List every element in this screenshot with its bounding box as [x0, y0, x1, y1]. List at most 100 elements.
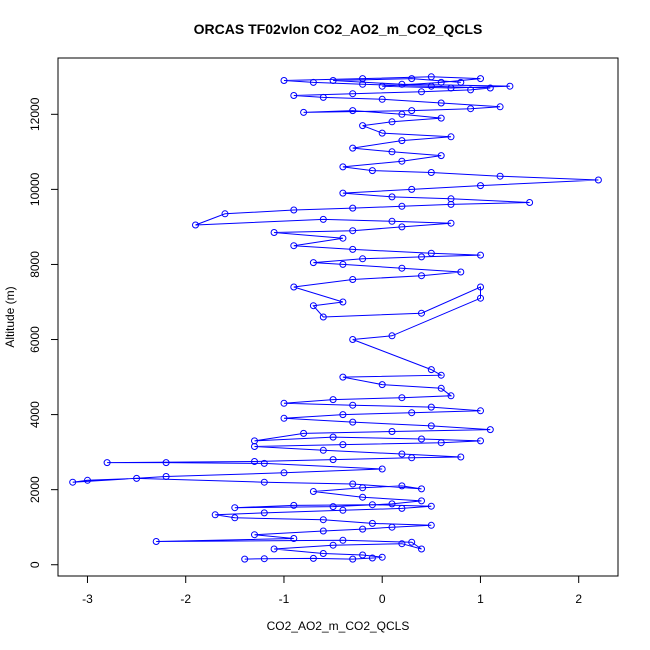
y-tick-label: 0 [28, 561, 42, 568]
data-point [388, 428, 396, 435]
data-point [319, 215, 327, 223]
data-point [251, 437, 258, 445]
data-point [211, 511, 219, 519]
data-point [309, 78, 317, 86]
x-tick-label: 0 [379, 592, 386, 606]
data-point [427, 422, 435, 430]
y-tick-label: 4000 [28, 401, 42, 428]
data-point [477, 75, 484, 83]
y-tick-label: 12000 [28, 97, 42, 131]
data-point [427, 249, 435, 257]
data-point [378, 95, 386, 103]
data-point [398, 223, 406, 231]
data-point [319, 93, 327, 101]
data-point [349, 245, 357, 253]
data-point [309, 488, 317, 495]
data-point [378, 129, 386, 137]
x-tick-label: -3 [82, 592, 93, 606]
data-point [290, 535, 298, 542]
data-point [329, 503, 337, 511]
data-point [368, 554, 376, 562]
y-tick-label: 6000 [28, 326, 42, 353]
data-point [477, 283, 484, 291]
data-point [280, 469, 288, 477]
data-point [339, 298, 347, 306]
data-point [594, 176, 602, 184]
data-point [378, 82, 386, 90]
data-point [427, 521, 435, 529]
data-point [319, 313, 327, 321]
data-point [398, 202, 406, 210]
data-point [359, 75, 367, 83]
data-point [388, 118, 396, 126]
data-points [69, 73, 602, 563]
data-point [349, 227, 357, 235]
data-point [280, 399, 288, 407]
data-point [270, 545, 278, 553]
data-point [388, 148, 396, 156]
data-point [103, 459, 111, 467]
data-point [368, 167, 376, 175]
data-point [398, 80, 406, 88]
data-point [359, 122, 367, 130]
data-point [496, 172, 504, 180]
data-point [447, 392, 455, 400]
data-point [368, 519, 376, 527]
data-point [398, 157, 406, 165]
data-point [526, 199, 534, 206]
data-point [378, 381, 386, 389]
data-point [378, 465, 386, 473]
data-point [359, 493, 367, 501]
data-point [84, 476, 91, 484]
data-point [359, 484, 367, 492]
y-axis: 0 2000 4000 6000 8000 10000 12000 [28, 97, 59, 568]
data-point [329, 541, 337, 549]
plot-area-frame [57, 57, 619, 577]
data-point [378, 553, 386, 561]
data-point [349, 401, 357, 409]
data-point [457, 453, 465, 461]
data-point [398, 504, 406, 512]
data-point [388, 332, 396, 340]
data-point [290, 206, 298, 214]
data-point [290, 283, 298, 291]
data-point [339, 373, 347, 381]
data-point [339, 234, 347, 242]
data-point [359, 525, 367, 533]
chart-title: ORCAS TF02vlon CO2_AO2_m_CO2_QCLS [194, 21, 483, 37]
data-point [339, 260, 347, 268]
data-point [427, 502, 435, 510]
data-point [418, 272, 425, 280]
data-point [319, 446, 327, 454]
data-point [162, 473, 170, 480]
data-point [260, 459, 268, 467]
y-tick-label: 8000 [28, 251, 42, 278]
data-point [349, 276, 357, 283]
data-point [309, 259, 317, 267]
data-point [427, 82, 435, 90]
data-point [437, 439, 445, 447]
data-point [437, 99, 445, 107]
data-point [477, 294, 484, 302]
data-point [418, 88, 425, 96]
data-point [359, 255, 367, 263]
data-point [251, 458, 258, 465]
data-point [339, 189, 347, 197]
data-point [398, 394, 406, 402]
data-point [192, 221, 199, 229]
x-axis: -3 -2 -1 0 1 2 [82, 575, 582, 606]
data-point [349, 336, 357, 343]
data-point [398, 110, 406, 118]
data-point [506, 82, 514, 90]
data-point [437, 114, 445, 122]
data-point [349, 144, 357, 152]
data-point [408, 454, 416, 462]
data-point [339, 411, 347, 419]
data-point [339, 441, 347, 449]
data-point [408, 75, 416, 83]
data-point [339, 536, 347, 544]
data-point [437, 78, 445, 86]
data-point [447, 195, 455, 203]
data-point [398, 482, 406, 490]
